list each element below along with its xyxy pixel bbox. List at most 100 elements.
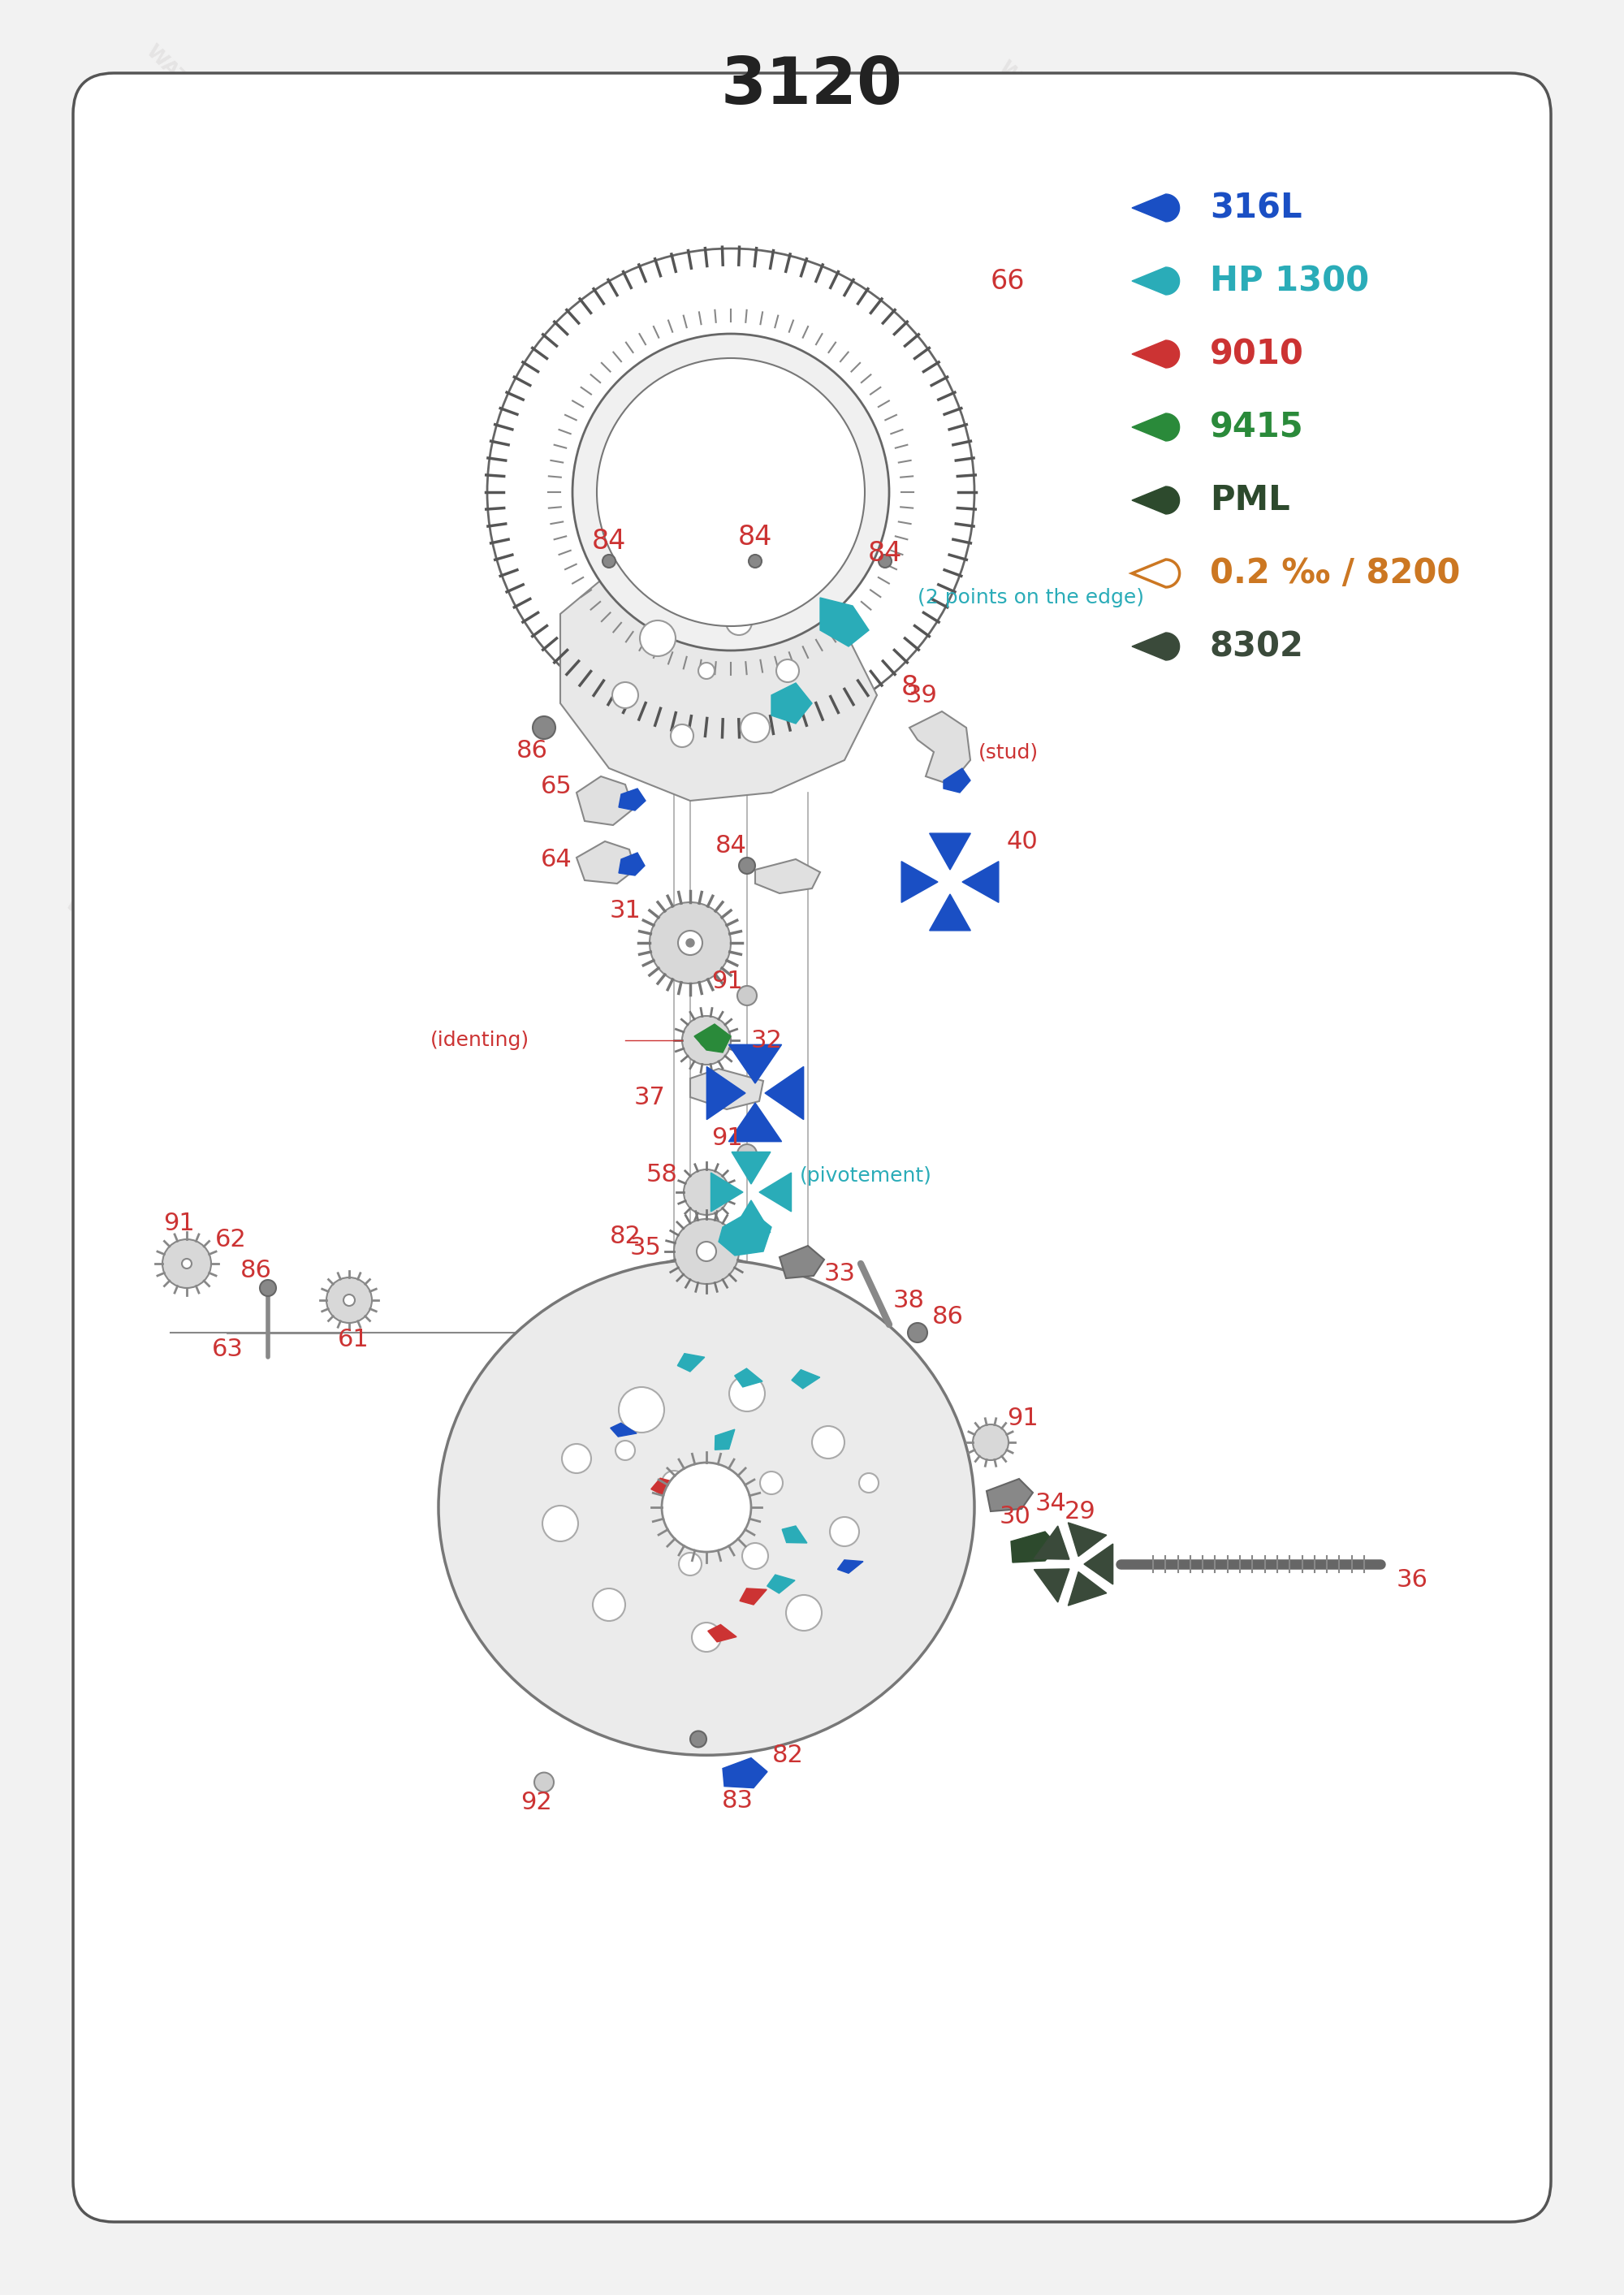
Text: WATCHPARTS: WATCHPARTS bbox=[913, 1909, 1036, 2031]
Polygon shape bbox=[1085, 1545, 1112, 1584]
Text: WATCHPARTS: WATCHPARTS bbox=[84, 1423, 208, 1545]
Polygon shape bbox=[619, 789, 646, 810]
Polygon shape bbox=[560, 558, 877, 801]
Circle shape bbox=[619, 1386, 664, 1432]
Polygon shape bbox=[765, 1067, 804, 1120]
Text: 31: 31 bbox=[609, 900, 641, 923]
Text: 62: 62 bbox=[216, 1228, 247, 1251]
Polygon shape bbox=[732, 1152, 770, 1184]
Circle shape bbox=[687, 939, 695, 948]
Text: 8: 8 bbox=[901, 675, 919, 700]
Text: 316L: 316L bbox=[1210, 190, 1302, 225]
Text: 36: 36 bbox=[1397, 1567, 1427, 1593]
Polygon shape bbox=[929, 833, 971, 870]
Circle shape bbox=[679, 1554, 702, 1574]
Text: 0.2 ‰ / 8200: 0.2 ‰ / 8200 bbox=[1210, 555, 1460, 590]
Circle shape bbox=[859, 1473, 879, 1492]
Circle shape bbox=[598, 358, 864, 627]
Circle shape bbox=[562, 1444, 591, 1473]
Polygon shape bbox=[944, 769, 971, 792]
Circle shape bbox=[162, 1239, 211, 1287]
Text: 84: 84 bbox=[591, 528, 627, 555]
Text: WATCHPARTS: WATCHPARTS bbox=[547, 1666, 671, 1788]
Ellipse shape bbox=[438, 1260, 974, 1756]
Circle shape bbox=[663, 1471, 687, 1494]
Circle shape bbox=[573, 333, 890, 649]
Polygon shape bbox=[987, 1478, 1033, 1512]
Circle shape bbox=[326, 1278, 372, 1322]
Polygon shape bbox=[901, 861, 939, 902]
Circle shape bbox=[344, 1294, 356, 1306]
Text: WATCHPARTS: WATCHPARTS bbox=[1319, 1405, 1442, 1528]
Polygon shape bbox=[741, 1588, 767, 1604]
Text: WATCHPARTS: WATCHPARTS bbox=[1359, 122, 1483, 246]
Circle shape bbox=[776, 659, 799, 682]
Text: 35: 35 bbox=[630, 1235, 661, 1260]
Text: 9010: 9010 bbox=[1210, 337, 1304, 372]
Text: WATCHPARTS: WATCHPARTS bbox=[547, 83, 671, 204]
Text: WATCHPARTS: WATCHPARTS bbox=[831, 1439, 955, 1561]
Polygon shape bbox=[838, 1561, 862, 1574]
Text: 29: 29 bbox=[1064, 1499, 1096, 1524]
Polygon shape bbox=[711, 1173, 744, 1212]
Polygon shape bbox=[577, 842, 635, 884]
Circle shape bbox=[260, 1281, 276, 1297]
Polygon shape bbox=[1132, 633, 1179, 661]
Polygon shape bbox=[719, 1212, 771, 1255]
Text: WATCHPARTS: WATCHPARTS bbox=[1278, 349, 1402, 473]
Circle shape bbox=[726, 608, 752, 636]
Text: WATCHPARTS: WATCHPARTS bbox=[182, 610, 305, 732]
Polygon shape bbox=[677, 1354, 705, 1372]
Polygon shape bbox=[1132, 195, 1179, 223]
Text: 58: 58 bbox=[646, 1164, 677, 1187]
Text: WATCHPARTS: WATCHPARTS bbox=[994, 1122, 1117, 1244]
Text: 34: 34 bbox=[1036, 1492, 1067, 1515]
Text: 83: 83 bbox=[721, 1790, 754, 1813]
Polygon shape bbox=[1010, 1531, 1059, 1563]
Text: WATCHPARTS: WATCHPARTS bbox=[466, 1382, 590, 1503]
Circle shape bbox=[742, 1542, 768, 1570]
Circle shape bbox=[663, 1462, 752, 1551]
Polygon shape bbox=[690, 1069, 763, 1108]
Circle shape bbox=[603, 555, 615, 567]
Text: WATCHPARTS: WATCHPARTS bbox=[466, 367, 590, 489]
Polygon shape bbox=[1034, 1570, 1069, 1602]
Text: (pivotement): (pivotement) bbox=[801, 1166, 932, 1187]
Circle shape bbox=[729, 1375, 765, 1411]
Polygon shape bbox=[715, 1430, 734, 1450]
Text: 8302: 8302 bbox=[1210, 629, 1304, 663]
Circle shape bbox=[879, 555, 892, 567]
Text: WATCHPARTS: WATCHPARTS bbox=[1319, 918, 1442, 1040]
Polygon shape bbox=[780, 1246, 825, 1278]
Text: WATCHPARTS: WATCHPARTS bbox=[994, 1705, 1117, 1829]
Text: 91: 91 bbox=[711, 968, 742, 994]
Circle shape bbox=[741, 714, 770, 741]
Polygon shape bbox=[676, 1528, 703, 1547]
Text: WATCHPARTS: WATCHPARTS bbox=[831, 301, 955, 422]
Polygon shape bbox=[791, 1370, 820, 1388]
Text: 61: 61 bbox=[338, 1327, 369, 1352]
Text: PML: PML bbox=[1210, 484, 1289, 516]
Circle shape bbox=[692, 1623, 721, 1652]
Text: WATCHPARTS: WATCHPARTS bbox=[1359, 1177, 1483, 1301]
Polygon shape bbox=[695, 1024, 731, 1053]
Polygon shape bbox=[755, 858, 820, 893]
Polygon shape bbox=[651, 1478, 680, 1496]
Text: 86: 86 bbox=[932, 1304, 963, 1329]
Polygon shape bbox=[732, 1200, 770, 1232]
Circle shape bbox=[690, 1730, 706, 1746]
Text: 86: 86 bbox=[240, 1258, 271, 1283]
Circle shape bbox=[612, 682, 638, 709]
Text: 64: 64 bbox=[541, 847, 572, 872]
Polygon shape bbox=[1132, 340, 1179, 367]
Text: 30: 30 bbox=[999, 1506, 1031, 1528]
Text: 91: 91 bbox=[711, 1127, 742, 1150]
Polygon shape bbox=[909, 711, 971, 785]
Polygon shape bbox=[1132, 487, 1179, 514]
Circle shape bbox=[737, 1145, 757, 1164]
Text: 82: 82 bbox=[771, 1744, 804, 1767]
Polygon shape bbox=[771, 684, 812, 723]
Circle shape bbox=[640, 620, 676, 656]
Text: 86: 86 bbox=[516, 739, 547, 762]
Circle shape bbox=[760, 1471, 783, 1494]
